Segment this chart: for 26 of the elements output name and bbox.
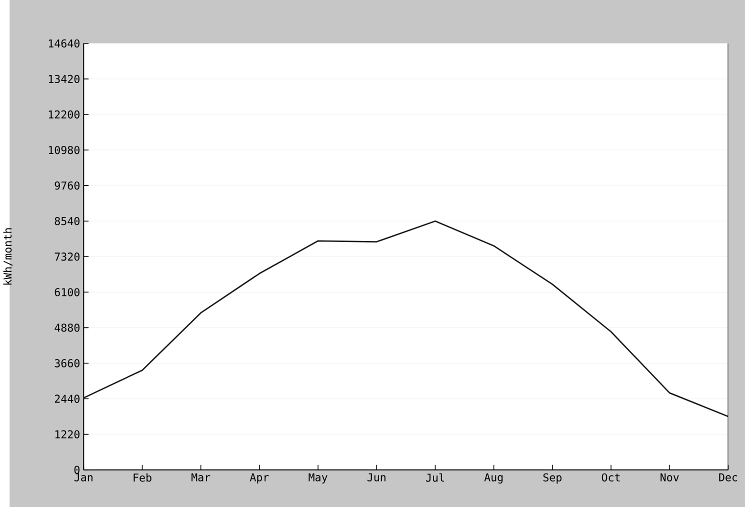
x-tick-label: Dec xyxy=(719,473,738,482)
y-tick-label: 9760 xyxy=(54,181,80,190)
y-tick-label: 7320 xyxy=(54,252,80,261)
y-tick-label: 8540 xyxy=(54,216,80,226)
x-tick-label: Nov xyxy=(660,473,679,482)
x-tick-label: May xyxy=(308,473,328,484)
y-tick-label: 10980 xyxy=(48,146,80,154)
x-tick-label: Jun xyxy=(367,473,386,482)
x-tick-label: Sep xyxy=(543,473,562,484)
x-tick-label: Jan xyxy=(74,473,92,482)
line-series xyxy=(84,220,728,418)
x-tick-label: Apr xyxy=(250,473,269,484)
y-tick-label: 14640 xyxy=(48,39,80,48)
y-tick-label: 1220 xyxy=(55,430,80,438)
y-tick-label: 6100 xyxy=(54,288,80,296)
y-tick-label: 12200 xyxy=(48,110,80,118)
y-tick-label: 13420 xyxy=(48,74,80,83)
y-tick-label: 4880 xyxy=(54,323,80,332)
x-tick-label: Oct xyxy=(602,473,620,482)
y-axis-title: kWh/month xyxy=(3,228,13,285)
x-tick-label: Jul xyxy=(426,473,444,482)
x-tick-label: Feb xyxy=(134,473,152,482)
x-tick-label: Aug xyxy=(484,473,503,484)
y-tick-label: 2440 xyxy=(54,394,80,403)
y-tick-label: 3660 xyxy=(54,358,80,368)
x-tick-label: Mar xyxy=(192,473,210,482)
